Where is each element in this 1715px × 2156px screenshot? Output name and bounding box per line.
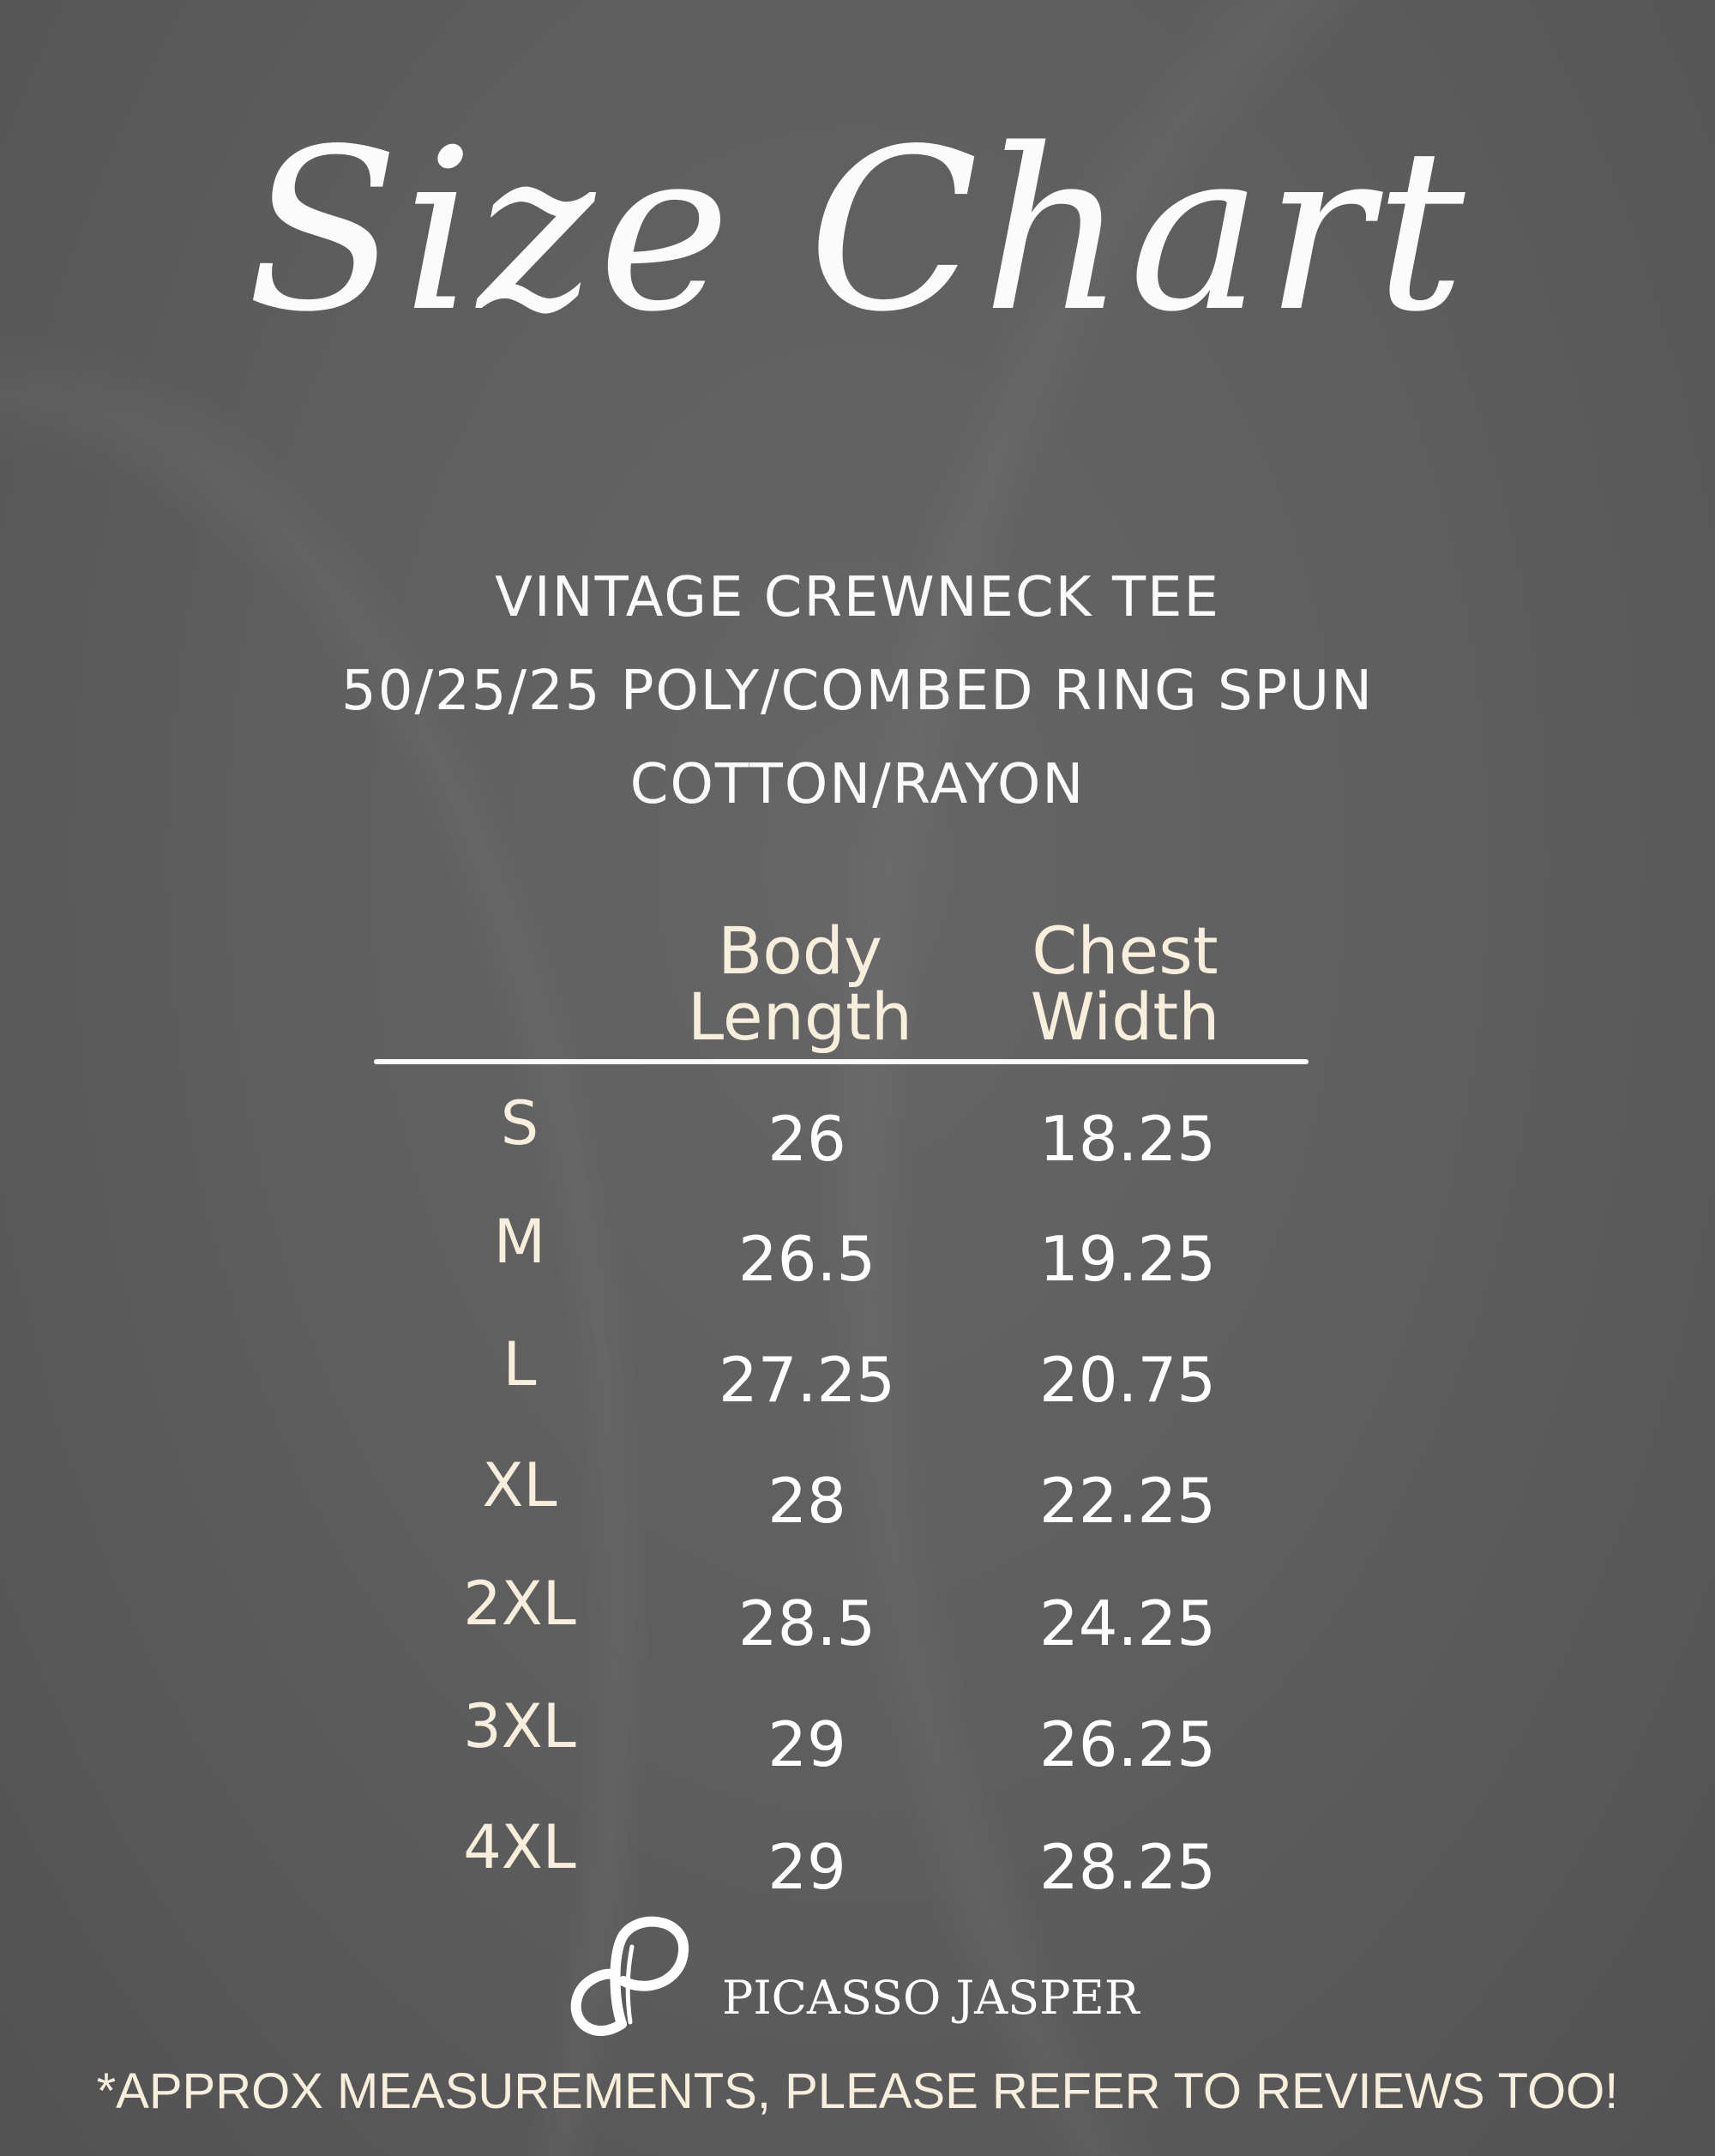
size-label: L — [502, 1329, 537, 1400]
size-label: XL — [482, 1450, 557, 1521]
size-label: S — [500, 1088, 539, 1159]
chest-width-value: 22.25 — [1038, 1465, 1217, 1537]
body-length-value: 26.5 — [737, 1223, 876, 1295]
body-length-value: 28.5 — [737, 1587, 876, 1659]
header-line: Length — [687, 979, 913, 1055]
infinity-p-logo-icon — [570, 1916, 689, 2037]
body-length-value: 27.25 — [718, 1344, 896, 1416]
subtitle-line: VINTAGE CREWNECK TEE — [495, 566, 1220, 629]
header-line: Width — [1030, 979, 1220, 1055]
chest-width-value: 19.25 — [1038, 1223, 1217, 1295]
chest-width-value: 20.75 — [1038, 1344, 1217, 1416]
body-length-value: 28 — [767, 1465, 846, 1537]
size-label: 2XL — [463, 1569, 576, 1639]
header-line: Chest — [1032, 912, 1219, 989]
subtitle-line: COTTON/RAYON — [629, 753, 1086, 816]
chest-width-value: 18.25 — [1038, 1103, 1217, 1175]
chest-width-value: 26.25 — [1038, 1708, 1217, 1780]
chest-width-value: 24.25 — [1038, 1587, 1217, 1659]
footer-note: *APPROX MEASUREMENTS, PLEASE REFER TO RE… — [96, 2063, 1619, 2119]
chest-width-value: 28.25 — [1038, 1831, 1217, 1903]
header-divider — [374, 1059, 1309, 1064]
header-line: Body — [718, 912, 882, 989]
subtitle-line: 50/25/25 POLY/COMBED RING SPUN — [341, 659, 1374, 723]
header-chest-width: Chest Width — [1031, 918, 1220, 1050]
size-label: M — [493, 1207, 546, 1277]
body-length-value: 29 — [767, 1831, 846, 1903]
body-length-value: 26 — [767, 1103, 846, 1175]
size-label: 4XL — [463, 1812, 576, 1882]
brand-name: PICASSO JASPER — [722, 1971, 1140, 2025]
size-label: 3XL — [463, 1691, 576, 1762]
page-title: Size Chart — [246, 102, 1469, 361]
header-body-length: Body Length — [688, 918, 912, 1050]
body-length-value: 29 — [767, 1708, 846, 1780]
